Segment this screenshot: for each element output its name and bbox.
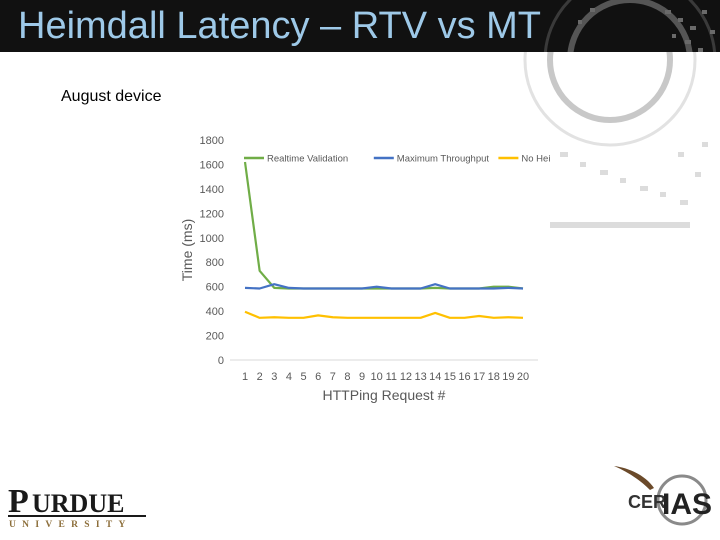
series-line-1 [243, 161, 524, 290]
svg-text:CER: CER [628, 492, 666, 512]
svg-text:UNIVERSITY: UNIVERSITY [9, 520, 132, 530]
x-tick-label: 18 [488, 371, 500, 383]
series-line-2 [244, 283, 524, 290]
series-line-3 [244, 310, 524, 319]
x-tick-label: 2 [257, 371, 263, 383]
binary-circle-decoration [543, 0, 717, 52]
y-tick-label: 400 [206, 306, 224, 318]
y-tick-label: 600 [206, 282, 224, 294]
x-tick-label: 7 [330, 371, 336, 383]
x-tick-label: 17 [473, 371, 485, 383]
legend-label: No Heimdall [521, 154, 550, 165]
y-tick-label: 800 [206, 257, 224, 269]
cerias-logo: CER IAS [610, 462, 714, 532]
x-tick-label: 13 [414, 371, 426, 383]
purdue-logo-graphic: P URDUE UNIVERSITY [8, 483, 146, 530]
legend-label: Realtime Validation [267, 154, 348, 165]
x-tick-label: 12 [400, 371, 412, 383]
x-tick-label: 1 [242, 371, 248, 383]
y-tick-label: 0 [218, 355, 224, 367]
x-tick-label: 8 [344, 371, 350, 383]
x-tick-label: 14 [429, 371, 441, 383]
x-tick-label: 15 [444, 371, 456, 383]
legend-label: Maximum Throughput [397, 154, 490, 165]
y-tick-label: 1400 [200, 184, 224, 196]
x-tick-label: 3 [271, 371, 277, 383]
slide-subtitle: August device [61, 88, 162, 105]
x-tick-label: 4 [286, 371, 292, 383]
y-tick-label: 1200 [200, 208, 224, 220]
background-decoration [523, 52, 708, 228]
x-tick-label: 10 [371, 371, 383, 383]
y-tick-label: 200 [206, 331, 224, 343]
x-tick-label: 20 [517, 371, 529, 383]
slide-title: Heimdall Latency – RTV vs MT [18, 5, 542, 47]
x-tick-label: 6 [315, 371, 321, 383]
x-axis-title: HTTPing Request # [323, 387, 446, 403]
svg-text:URDUE: URDUE [32, 489, 124, 518]
y-axis-title: Time (ms) [179, 219, 195, 281]
x-tick-label: 16 [458, 371, 470, 383]
latency-chart: 0 200 400 600 800 1000 1200 1400 1600 1800 1 2 3 4 5 6 7… [170, 128, 573, 408]
y-tick-label: 1800 [200, 135, 224, 147]
y-tick-label: 1000 [200, 233, 224, 245]
x-tick-label: 5 [300, 371, 306, 383]
x-tick-label: 11 [386, 371, 397, 383]
header-bar: Heimdall Latency – RTV vs MT [0, 0, 720, 52]
svg-text:IAS: IAS [662, 488, 712, 521]
y-tick-label: 1600 [200, 159, 224, 171]
x-tick-label: 19 [502, 371, 514, 383]
svg-text:P: P [8, 484, 29, 520]
cerias-logo-graphic: CER IAS [614, 466, 712, 526]
purdue-logo: P URDUE UNIVERSITY [8, 483, 158, 530]
x-tick-label: 9 [359, 371, 365, 383]
